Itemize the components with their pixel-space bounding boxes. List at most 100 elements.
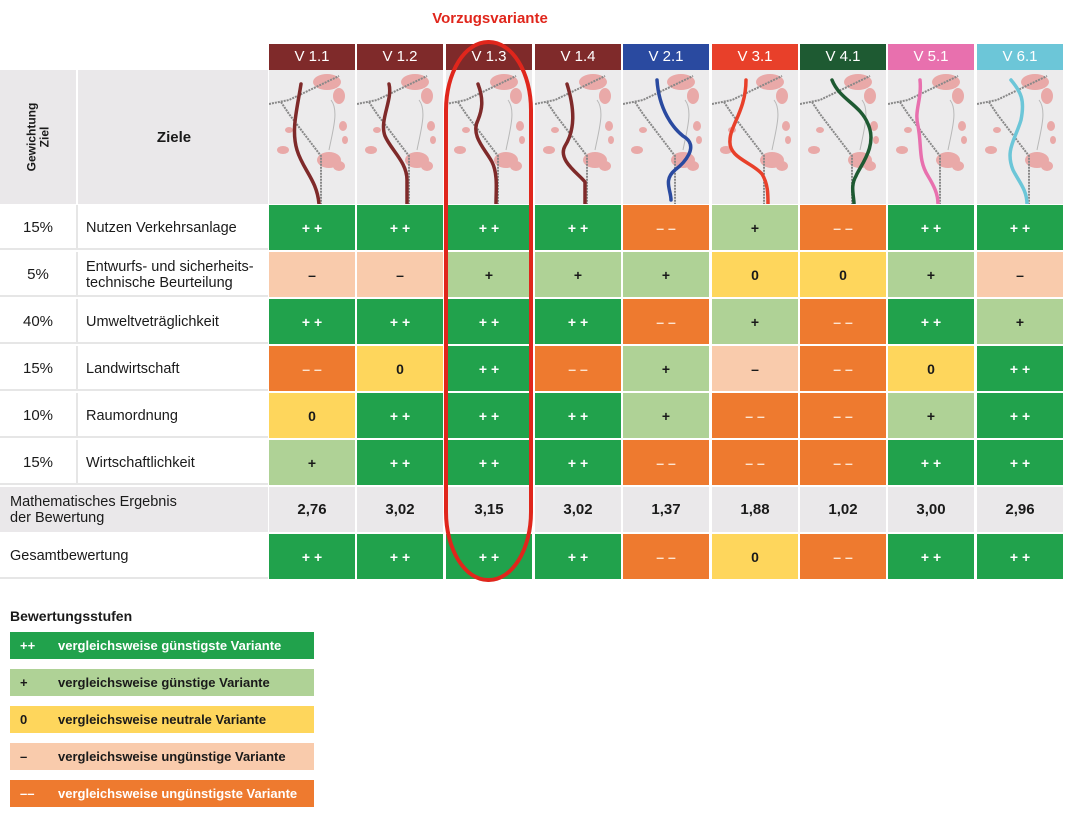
variant-header[interactable]: V 4.1 <box>800 44 886 70</box>
rating-cell: – – <box>800 346 886 391</box>
settlement-area <box>958 121 966 131</box>
settlement-area <box>993 127 1001 133</box>
goal-name: Entwurfs- und sicherheits-technische Beu… <box>86 258 254 291</box>
settlement-area <box>1041 161 1053 171</box>
goal-weight: 5% <box>0 252 78 297</box>
table-row: 5% Entwurfs- und sicherheits-technische B… <box>0 252 268 297</box>
variant-route-line <box>830 78 873 204</box>
rating-cell: – – <box>535 346 621 391</box>
rating-cell: + + <box>269 299 355 344</box>
variant-header[interactable]: V 1.1 <box>269 44 355 70</box>
railway-line <box>368 101 410 204</box>
goal-name: Umweltveträglichkeit <box>86 313 219 330</box>
legend-item: – vergleichsweise ungünstige Variante <box>10 743 314 770</box>
rating-cell: + + <box>977 346 1063 391</box>
railway-line <box>712 75 783 105</box>
settlement-area <box>693 121 701 131</box>
variant-header[interactable]: V 3.1 <box>712 44 798 70</box>
settlement-area <box>696 136 702 144</box>
settlement-area <box>1041 88 1053 104</box>
route-map-icon <box>535 74 614 204</box>
header-background <box>0 70 268 204</box>
goal-name: Raumordnung <box>86 407 178 424</box>
legend-text: vergleichsweise günstigste Variante <box>58 638 282 653</box>
settlement-area <box>952 161 964 171</box>
variant-header[interactable]: V 1.4 <box>535 44 621 70</box>
rating-cell: – – <box>800 534 886 579</box>
math-result-value: 1,02 <box>800 487 886 532</box>
settlement-area <box>870 121 878 131</box>
rating-cell: 0 <box>269 393 355 438</box>
road-line <box>328 99 336 151</box>
settlement-area <box>864 88 876 104</box>
legend-text: vergleichsweise ungünstigste Variante <box>58 786 298 801</box>
settlement-area <box>462 127 470 133</box>
railway-line <box>634 101 676 204</box>
rating-cell: + + <box>446 393 532 438</box>
goal-weight: 15% <box>0 346 78 391</box>
railway-line <box>269 75 340 105</box>
rating-cell: + + <box>357 440 443 485</box>
rating-cell: + + <box>535 534 621 579</box>
weight-header-label: Gewichtung Ziel <box>23 102 51 172</box>
rating-cell: + + <box>446 299 532 344</box>
rating-cell: + + <box>977 205 1063 250</box>
rating-cell: + + <box>977 440 1063 485</box>
settlement-area <box>427 121 435 131</box>
variant-route-map <box>357 70 443 204</box>
goal-weight: 40% <box>0 299 78 344</box>
math-result-value: 2,96 <box>977 487 1063 532</box>
railway-line <box>457 101 499 204</box>
route-map-icon <box>446 74 525 204</box>
rating-cell: 0 <box>357 346 443 391</box>
variant-header[interactable]: V 2.1 <box>623 44 709 70</box>
settlement-area <box>510 161 522 171</box>
rating-cell: + + <box>977 534 1063 579</box>
rating-cell: – – <box>269 346 355 391</box>
settlement-area <box>1050 136 1056 144</box>
rating-cell: – – <box>623 299 709 344</box>
railway-line <box>280 101 322 204</box>
math-result-value: 1,37 <box>623 487 709 532</box>
settlement-area <box>808 146 820 154</box>
variant-header[interactable]: V 5.1 <box>888 44 974 70</box>
settlement-area <box>342 136 348 144</box>
variant-header[interactable]: V 6.1 <box>977 44 1063 70</box>
road-line <box>682 99 690 151</box>
route-map-icon <box>357 74 436 204</box>
rating-cell: + + <box>888 299 974 344</box>
settlement-area <box>687 88 699 104</box>
variant-header[interactable]: V 1.2 <box>357 44 443 70</box>
settlement-area <box>519 136 525 144</box>
math-result-value: 3,02 <box>535 487 621 532</box>
railway-line <box>988 101 1030 204</box>
rating-cell: – – <box>800 440 886 485</box>
legend-text: vergleichsweise ungünstige Variante <box>58 749 286 764</box>
math-result-value: 2,76 <box>269 487 355 532</box>
settlement-area <box>421 161 433 171</box>
rating-cell: + + <box>446 440 532 485</box>
legend-item: –– vergleichsweise ungünstigste Variante <box>10 780 314 807</box>
settlement-area <box>333 161 345 171</box>
settlement-area <box>985 146 997 154</box>
settlement-area <box>333 88 345 104</box>
rating-cell: + <box>888 393 974 438</box>
variant-route-map <box>623 70 709 204</box>
railway-line <box>723 101 765 204</box>
railway-line <box>535 75 606 105</box>
legend-text: vergleichsweise günstige Variante <box>58 675 270 690</box>
settlement-area <box>605 121 613 131</box>
railway-line <box>800 75 871 105</box>
rating-cell: + <box>977 299 1063 344</box>
goal-weight: 15% <box>0 440 78 485</box>
rating-cell: + + <box>888 205 974 250</box>
rating-cell: + + <box>357 534 443 579</box>
legend-symbol: + <box>20 675 28 690</box>
rating-cell: + <box>446 252 532 297</box>
settlement-area <box>454 146 466 154</box>
settlement-area <box>421 88 433 104</box>
rating-cell: – <box>712 346 798 391</box>
variant-header[interactable]: V 1.3 <box>446 44 532 70</box>
settlement-area <box>816 127 824 133</box>
settlement-area <box>430 136 436 144</box>
